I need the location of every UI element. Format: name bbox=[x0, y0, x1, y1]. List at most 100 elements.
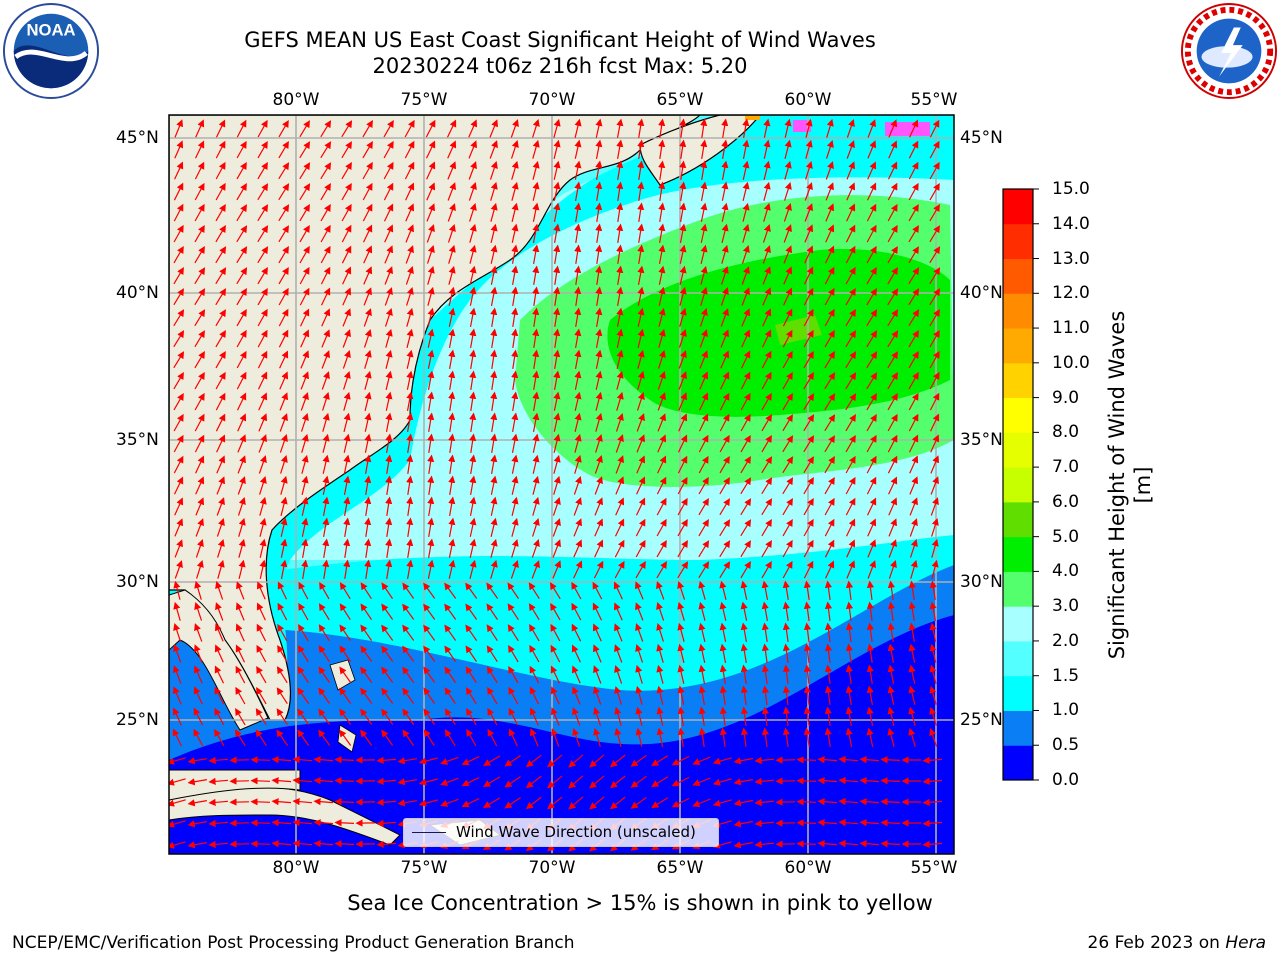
wave-direction-arrow bbox=[550, 623, 561, 642]
wave-direction-arrow bbox=[574, 370, 582, 390]
wave-direction-arrow bbox=[698, 498, 709, 516]
wave-direction-arrow bbox=[469, 244, 477, 264]
wave-direction-arrow bbox=[719, 561, 731, 579]
wave-direction-arrow bbox=[278, 119, 289, 138]
wave-direction-arrow bbox=[929, 601, 937, 622]
wave-direction-arrow bbox=[426, 224, 435, 243]
wave-direction-arrow bbox=[616, 349, 624, 369]
wave-direction-arrow bbox=[194, 392, 205, 411]
wave-direction-arrow bbox=[320, 266, 331, 285]
wave-direction-arrow bbox=[194, 623, 203, 642]
wave-direction-arrow bbox=[322, 559, 330, 579]
wave-direction-arrow bbox=[278, 287, 289, 306]
wave-direction-arrow bbox=[363, 287, 372, 306]
wave-direction-arrow bbox=[700, 223, 708, 243]
colorbar-segment bbox=[1003, 362, 1033, 399]
wave-direction-arrow bbox=[173, 644, 182, 663]
wave-direction-arrow bbox=[784, 139, 792, 159]
wave-direction-arrow bbox=[381, 666, 394, 683]
wave-direction-arrow bbox=[489, 140, 498, 159]
wave-direction-arrow bbox=[740, 371, 751, 390]
wave-direction-arrow bbox=[277, 602, 288, 621]
wave-direction-arrow bbox=[511, 412, 519, 433]
wave-direction-arrow bbox=[803, 350, 814, 369]
wave-direction-arrow bbox=[721, 202, 729, 222]
machine-name: Hera bbox=[1225, 933, 1266, 953]
wave-direction-arrow bbox=[321, 308, 331, 327]
wave-direction-arrow bbox=[532, 307, 540, 327]
wave-direction-arrow bbox=[699, 392, 709, 411]
wave-direction-arrow bbox=[824, 308, 835, 327]
wave-direction-arrow bbox=[825, 139, 834, 159]
wave-direction-arrow bbox=[532, 475, 540, 495]
national-weather-service-logo bbox=[1180, 2, 1278, 100]
wave-direction-arrow bbox=[334, 756, 355, 764]
wave-direction-arrow bbox=[824, 497, 835, 516]
wave-direction-arrow bbox=[469, 223, 477, 243]
wave-direction-arrow bbox=[595, 412, 603, 432]
wave-direction-arrow bbox=[677, 497, 688, 516]
wave-direction-arrow bbox=[592, 644, 602, 663]
wave-direction-arrow bbox=[635, 518, 646, 537]
wave-direction-arrow bbox=[194, 351, 205, 369]
wave-direction-arrow bbox=[782, 393, 793, 411]
land-bahamas-1 bbox=[329, 659, 356, 691]
wave-direction-arrow bbox=[334, 819, 355, 827]
wave-direction-arrow bbox=[490, 475, 498, 495]
wave-direction-arrow bbox=[236, 204, 247, 222]
wave-direction-arrow bbox=[469, 391, 477, 411]
wave-direction-arrow bbox=[465, 645, 477, 662]
wave-direction-arrow bbox=[740, 622, 748, 643]
wave-direction-arrow bbox=[614, 539, 625, 558]
wave-direction-arrow bbox=[635, 664, 643, 684]
wave-direction-arrow bbox=[931, 517, 939, 537]
wave-direction-arrow bbox=[258, 413, 268, 432]
wave-direction-arrow bbox=[174, 140, 184, 159]
wave-direction-arrow bbox=[782, 477, 794, 495]
lat-label-left: 35°N bbox=[116, 430, 159, 450]
wave-direction-arrow bbox=[278, 246, 289, 264]
wave-direction-arrow bbox=[805, 160, 813, 180]
wave-direction-arrow bbox=[194, 203, 205, 222]
wave-direction-arrow bbox=[845, 497, 856, 516]
wave-direction-arrow bbox=[299, 204, 310, 222]
wave-direction-arrow bbox=[803, 622, 812, 642]
wave-direction-arrow bbox=[679, 265, 687, 285]
wave-direction-arrow bbox=[553, 475, 561, 495]
wave-direction-arrow bbox=[405, 265, 414, 285]
wave-direction-arrow bbox=[342, 349, 351, 369]
wave-direction-arrow bbox=[385, 475, 393, 495]
wave-direction-arrow bbox=[635, 560, 646, 579]
wave-direction-arrow bbox=[929, 350, 940, 369]
wave-direction-arrow bbox=[511, 265, 519, 286]
wave-direction-arrow bbox=[278, 183, 290, 201]
wave-direction-arrow bbox=[553, 160, 561, 180]
chart-subtitle: 20230224 t06z 216h fcst Max: 5.20 bbox=[372, 54, 748, 78]
wave-direction-arrow bbox=[427, 391, 435, 411]
lon-label-top: 65°W bbox=[656, 90, 704, 110]
wave-direction-arrow bbox=[552, 539, 561, 558]
wave-direction-arrow bbox=[887, 245, 898, 264]
land-north-america bbox=[169, 115, 701, 721]
wave-direction-arrow bbox=[574, 139, 582, 159]
wave-direction-arrow bbox=[278, 266, 289, 285]
wave-direction-arrow bbox=[236, 371, 247, 390]
wave-direction-arrow bbox=[761, 329, 772, 348]
wave-direction-arrow bbox=[299, 245, 310, 264]
wave-direction-arrow bbox=[173, 245, 184, 264]
wave-direction-arrow bbox=[782, 329, 793, 348]
wave-direction-arrow bbox=[929, 182, 940, 201]
wave-direction-arrow bbox=[782, 456, 794, 474]
wave-direction-arrow bbox=[322, 475, 330, 495]
wave-direction-arrow bbox=[553, 223, 561, 244]
wave-direction-arrow bbox=[909, 455, 919, 474]
wave-direction-arrow bbox=[194, 434, 205, 453]
wave-direction-arrow bbox=[341, 182, 352, 201]
wave-direction-arrow bbox=[257, 350, 268, 369]
lon-label-bottom: 75°W bbox=[400, 858, 448, 878]
wave-direction-arrow bbox=[195, 119, 205, 138]
wave-direction-arrow bbox=[887, 351, 898, 369]
wave-direction-arrow bbox=[364, 559, 372, 579]
wave-direction-arrow bbox=[595, 202, 603, 222]
wave-direction-arrow bbox=[383, 203, 394, 222]
